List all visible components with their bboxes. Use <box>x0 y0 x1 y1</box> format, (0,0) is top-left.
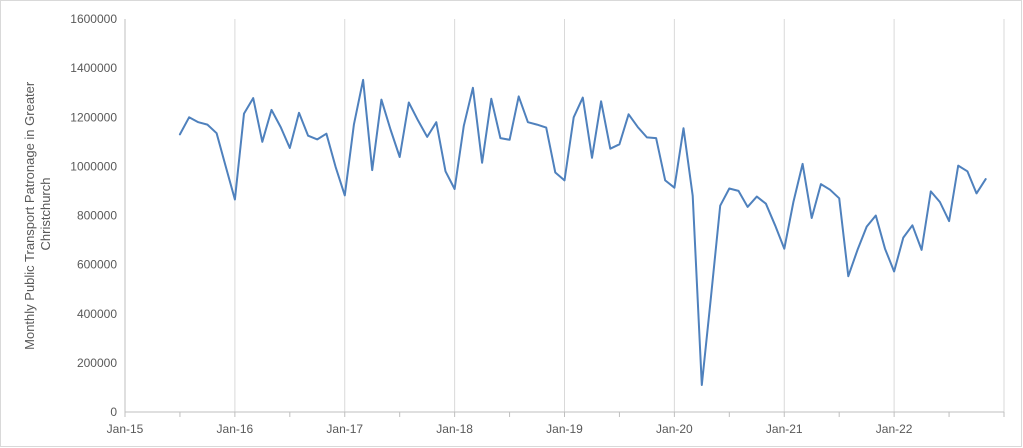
y-tick-label: 0 <box>110 405 117 419</box>
x-tick-label: Jan-15 <box>107 422 144 436</box>
x-tick-label: Jan-21 <box>766 422 803 436</box>
y-tick-label: 1600000 <box>70 12 117 26</box>
x-tick-label: Jan-16 <box>217 422 254 436</box>
x-tick-label: Jan-18 <box>436 422 473 436</box>
x-tick-label: Jan-22 <box>876 422 913 436</box>
y-axis-title-line-2: Christchurch <box>38 178 53 251</box>
x-tick-label: Jan-17 <box>326 422 363 436</box>
y-axis-title-line-1: Monthly Public Transport Patronage in Gr… <box>22 81 37 350</box>
y-axis-ticks: 0 200000 400000 600000 800000 1000000 1200000 1… <box>70 12 117 419</box>
y-tick-label: 800000 <box>77 209 117 223</box>
y-axis-title: Monthly Public Transport Patronage in Gr… <box>22 78 53 350</box>
gridlines <box>234 19 1005 412</box>
series-line <box>178 78 987 386</box>
x-axis-ticks: Jan-15 Jan-16 Jan-17 Jan-18 Jan-19 Jan-20 Jan-… <box>107 412 1005 436</box>
y-tick-label: 600000 <box>77 258 117 272</box>
y-tick-label: 1400000 <box>70 61 117 75</box>
x-tick-label: Jan-19 <box>546 422 583 436</box>
x-tick-label: Jan-20 <box>656 422 693 436</box>
y-tick-label: 200000 <box>77 356 117 370</box>
y-tick-label: 1200000 <box>70 110 117 124</box>
y-tick-label: 1000000 <box>70 159 117 173</box>
series-layer <box>178 78 987 386</box>
y-tick-label: 400000 <box>77 307 117 321</box>
